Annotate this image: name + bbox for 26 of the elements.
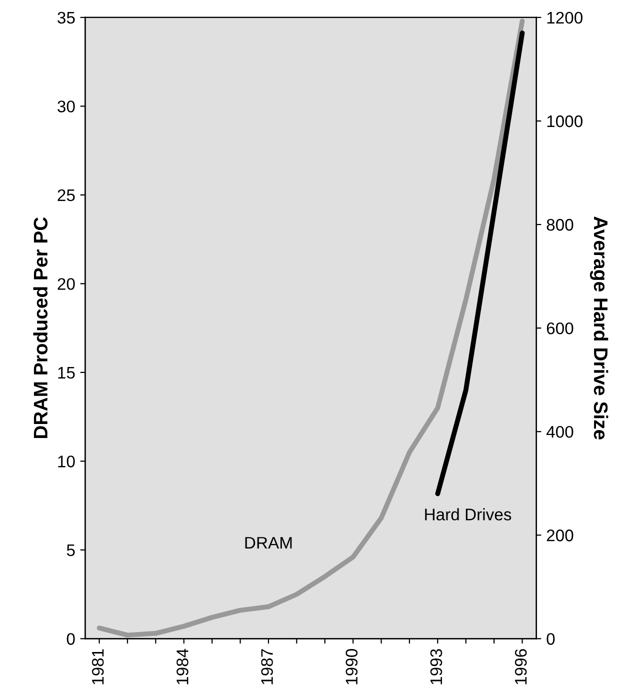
y2-tick-label: 600 (546, 322, 574, 334)
y-tick-label: 25 (58, 189, 75, 202)
y-tick-label: 15 (58, 367, 75, 379)
y2-tick-label: 400 (546, 426, 574, 438)
x-tick-label: 1987 (261, 649, 273, 684)
y2-tick-label: 1200 (547, 12, 582, 24)
x-tick-label: 1996 (514, 649, 527, 684)
y-tick-label: 35 (58, 12, 75, 24)
text: DRAM (245, 537, 292, 549)
y-tick-label: 5 (66, 544, 75, 556)
y-tick-label: 0 (66, 633, 75, 645)
line-series (96, 18, 525, 638)
y-tick-label: 10 (58, 456, 75, 468)
y2-tick-label: 1000 (547, 115, 582, 128)
x-tick-label: 1990 (346, 649, 358, 684)
y-axis-title: DRAM Produced Per PC (33, 217, 48, 438)
y2-tick-label: 0 (546, 633, 555, 645)
y2-axis-title: Average Hard Drive Size (590, 216, 608, 440)
x-tick-label: 1984 (176, 648, 188, 684)
y-tick-label: 30 (58, 100, 75, 112)
series-label: Hard Drives (425, 508, 512, 520)
x-tick-label: 1981 (92, 649, 104, 684)
y2-tick-label: 800 (546, 218, 574, 231)
x-tick-label: 1993 (430, 649, 442, 684)
y-tick-label: 20 (58, 278, 75, 290)
y2-tick-label: 200 (546, 530, 574, 542)
